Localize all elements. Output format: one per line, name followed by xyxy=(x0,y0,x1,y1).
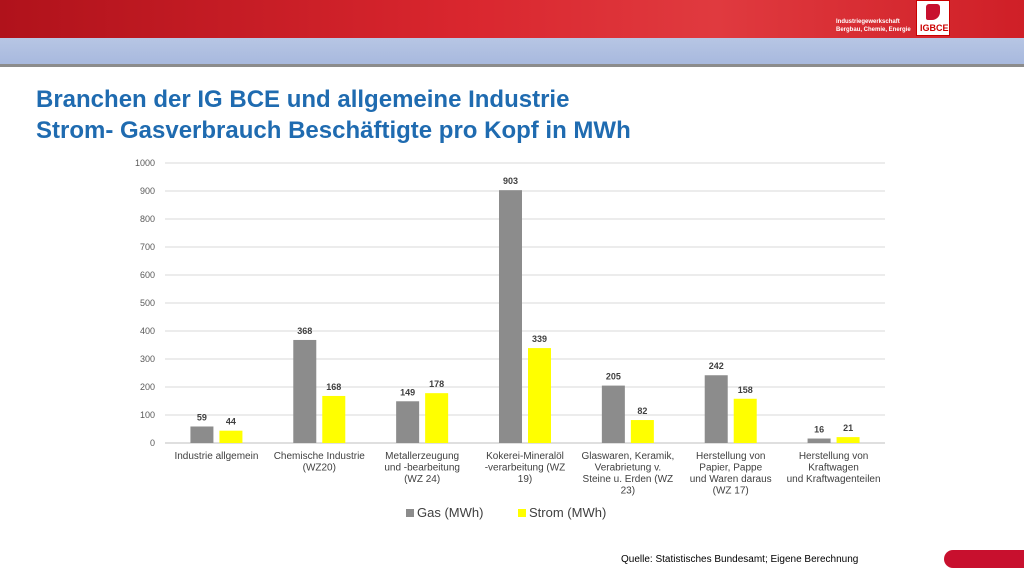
bar-strom xyxy=(630,420,654,443)
y-tick-label: 200 xyxy=(140,382,155,392)
logo-text: IGBCE xyxy=(920,23,949,33)
data-label: 44 xyxy=(226,417,236,427)
header-band xyxy=(0,38,1024,67)
legend-strom-label: Strom (MWh) xyxy=(529,505,606,520)
y-tick-label: 500 xyxy=(140,298,155,308)
y-tick-label: 100 xyxy=(140,410,155,420)
org-name: Industriegewerkschaft Bergbau, Chemie, E… xyxy=(836,18,916,34)
top-banner xyxy=(0,0,1024,38)
bar-gas xyxy=(190,426,214,443)
title-line2: Strom- Gasverbrauch Beschäftigte pro Kop… xyxy=(36,117,631,144)
y-tick-label: 400 xyxy=(140,326,155,336)
slide-title: Branchen der IG BCE und allgemeine Indus… xyxy=(36,84,631,146)
bar-strom xyxy=(733,398,757,443)
x-tick-label: und Kraftwagenteilen xyxy=(787,474,881,485)
x-tick-label: (WZ20) xyxy=(303,463,336,474)
data-label: 242 xyxy=(709,361,724,371)
x-tick-label: Chemische Industrie xyxy=(274,451,366,462)
data-label: 16 xyxy=(814,425,824,435)
legend-gas-swatch xyxy=(406,509,414,517)
x-tick-label: und -bearbeitung xyxy=(384,463,460,474)
bar-strom xyxy=(528,348,551,443)
bar-gas xyxy=(601,385,625,443)
y-tick-label: 800 xyxy=(140,214,155,224)
x-tick-label: Steine u. Erden (WZ xyxy=(583,474,674,485)
bar-gas xyxy=(807,438,831,443)
data-label: 149 xyxy=(400,387,415,397)
x-tick-label: Kokerei-Mineralöl xyxy=(486,451,564,462)
source-note: Quelle: Statistisches Bundesamt; Eigene … xyxy=(621,554,859,565)
x-tick-label: Industrie allgemein xyxy=(174,451,258,462)
legend-gas-label: Gas (MWh) xyxy=(417,505,483,520)
bar-gas xyxy=(293,339,317,443)
org-name-line2: Bergbau, Chemie, Energie xyxy=(836,27,911,33)
y-tick-label: 600 xyxy=(140,270,155,280)
logo-mark xyxy=(926,4,940,20)
y-tick-label: 700 xyxy=(140,242,155,252)
title-line1: Branchen der IG BCE und allgemeine Indus… xyxy=(36,86,570,113)
legend-strom-swatch xyxy=(518,509,526,517)
x-tick-label: (WZ 17) xyxy=(713,486,749,497)
bar-gas xyxy=(499,190,522,443)
x-tick-label: 23) xyxy=(621,486,635,497)
igbce-logo: IGBCE xyxy=(916,0,950,36)
x-tick-label: Herstellung von xyxy=(696,451,765,462)
org-name-line1: Industriegewerkschaft xyxy=(836,19,900,25)
data-label: 178 xyxy=(429,379,444,389)
data-label: 339 xyxy=(532,334,547,344)
x-tick-label: Kraftwagen xyxy=(808,463,859,474)
data-label: 168 xyxy=(326,382,341,392)
x-tick-label: -verarbeitung (WZ xyxy=(485,463,566,474)
x-tick-label: Papier, Pappe xyxy=(699,463,762,474)
y-tick-label: 0 xyxy=(150,438,155,448)
x-tick-label: 19) xyxy=(518,474,532,485)
x-tick-label: Metallerzeugung xyxy=(385,451,459,462)
y-tick-label: 1000 xyxy=(135,158,155,168)
data-label: 205 xyxy=(606,372,621,382)
data-label: 903 xyxy=(503,176,518,186)
x-tick-label: und Waren daraus xyxy=(690,474,772,485)
bar-strom xyxy=(425,393,449,443)
data-label: 82 xyxy=(637,406,647,416)
data-label: 59 xyxy=(197,412,207,422)
y-tick-label: 900 xyxy=(140,186,155,196)
y-tick-label: 300 xyxy=(140,354,155,364)
bar-gas xyxy=(704,375,728,443)
bar-strom xyxy=(322,395,346,443)
data-label: 158 xyxy=(738,385,753,395)
x-tick-label: Glaswaren, Keramik, xyxy=(581,451,674,462)
x-tick-label: (WZ 24) xyxy=(404,474,440,485)
bar-strom xyxy=(836,437,860,443)
bar-gas xyxy=(396,401,420,443)
x-tick-label: Herstellung von xyxy=(799,451,868,462)
x-tick-label: Verabrietung v. xyxy=(595,463,662,474)
data-label: 368 xyxy=(297,326,312,336)
bottom-accent xyxy=(944,550,1024,568)
bar-strom xyxy=(219,430,243,443)
data-label: 21 xyxy=(843,423,853,433)
